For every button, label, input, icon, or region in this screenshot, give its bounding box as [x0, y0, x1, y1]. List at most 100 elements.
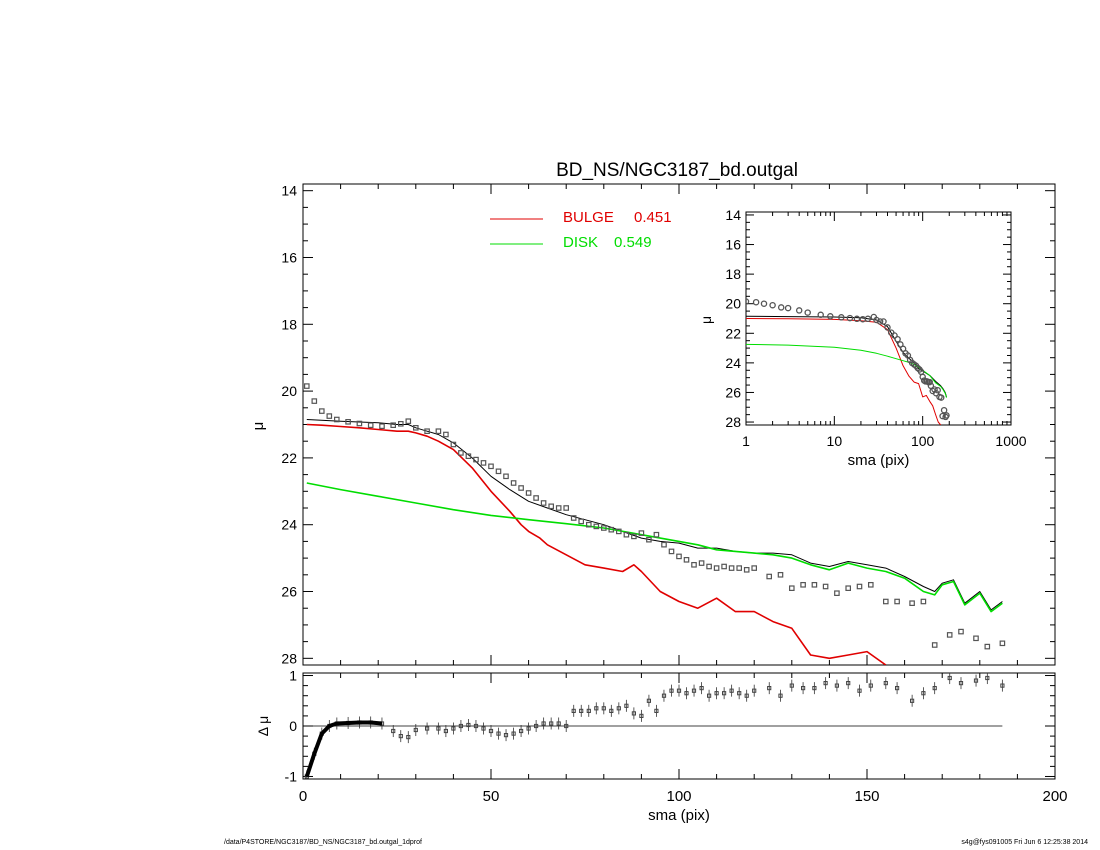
- data-point: [495, 468, 502, 475]
- residual-x-tick-label: 200: [1042, 788, 1067, 805]
- residual-point: [676, 688, 682, 693]
- data-point: [608, 526, 615, 533]
- residual-point: [496, 731, 501, 736]
- residual-point: [714, 691, 719, 696]
- data-point: [958, 628, 964, 635]
- residual-point: [473, 723, 479, 729]
- footer-file-path: /data/P4STORE/NGC3187/BD_NS/NGC3187_bd.o…: [224, 839, 422, 846]
- inset-plot: 14 16 18 20 22 24 26 281 10 100 1000 sma (pix) μ: [698, 207, 1027, 469]
- residual-point: [609, 708, 614, 713]
- residual-point: [921, 691, 926, 696]
- main-y-tick-label: 28: [281, 650, 297, 666]
- legend-disk-value: 0.549: [614, 234, 652, 251]
- data-point: [533, 495, 539, 501]
- inset-series-group: [746, 298, 950, 425]
- residual-point: [646, 698, 651, 703]
- inset-data-point: [880, 318, 887, 325]
- chart-title: BD_NS/NGC3187_bd.outgal: [556, 160, 798, 181]
- data-point: [668, 548, 675, 555]
- data-point: [638, 530, 645, 536]
- main-y-axis-label: μ: [250, 422, 267, 431]
- inset-data-point: [769, 301, 776, 309]
- residual-point: [707, 693, 712, 698]
- inset-data-point: [894, 335, 901, 343]
- residual-point: [594, 706, 599, 711]
- main-plot: 14 16 18 20 22 24 26 28 μ: [250, 183, 1056, 666]
- data-point: [721, 563, 727, 570]
- data-point: [623, 531, 630, 538]
- data-point: [450, 441, 457, 448]
- residual-point: [895, 686, 900, 691]
- residual-point: [398, 734, 403, 739]
- residual-y-tick-label: -1: [285, 768, 298, 784]
- inset-data-point: [760, 300, 768, 307]
- data-point: [777, 571, 784, 578]
- residual-point: [481, 726, 486, 731]
- inset-data-point: [884, 324, 891, 331]
- inset-data-point: [939, 412, 946, 420]
- data-point: [984, 643, 991, 650]
- main-series-group: [304, 383, 1006, 665]
- data-point: [920, 598, 927, 605]
- residual-x-tick-label: 100: [666, 788, 691, 805]
- data-point: [518, 485, 524, 491]
- data-point: [555, 505, 562, 511]
- residual-y-tick-label: 0: [289, 718, 297, 734]
- data-point: [743, 566, 750, 573]
- main-y-tick-label: 24: [281, 517, 297, 533]
- inset-y-axis-label: μ: [698, 316, 714, 324]
- inset-y-tick-label: 22: [725, 325, 741, 341]
- inset-data-point: [752, 298, 760, 306]
- inset-data-point: [940, 406, 948, 414]
- residual-point: [406, 735, 411, 740]
- inset-data-point: [934, 386, 941, 394]
- residual-point: [556, 721, 561, 726]
- inset-data-point: [795, 307, 803, 314]
- inset-x-tick-label: 1000: [995, 433, 1026, 449]
- inset-data-point: [827, 313, 834, 320]
- residual-point: [466, 722, 471, 728]
- residual-x-tick-label: 0: [299, 788, 307, 805]
- residual-point: [425, 726, 430, 731]
- data-point: [405, 418, 412, 425]
- data-point: [882, 598, 889, 605]
- residual-point: [958, 681, 964, 686]
- bulge-line: [306, 423, 887, 665]
- data-point: [894, 598, 900, 605]
- data-point: [909, 600, 915, 607]
- residual-point: [511, 731, 516, 736]
- residual-point: [744, 693, 749, 698]
- inset-data-point: [777, 304, 785, 311]
- residual-point: [564, 723, 569, 729]
- data-point: [480, 460, 487, 466]
- data-point: [540, 500, 547, 506]
- data-point: [356, 420, 363, 427]
- residual-point: [737, 691, 742, 696]
- residual-point: [488, 728, 494, 734]
- data-point: [435, 428, 442, 435]
- data-point: [345, 419, 351, 425]
- residual-point: [436, 726, 441, 731]
- data-point: [931, 642, 938, 648]
- inset-y-tick-label: 26: [725, 384, 741, 400]
- residual-point: [639, 713, 644, 718]
- legend-bulge-value: 0.451: [634, 209, 672, 226]
- data-point: [413, 425, 419, 431]
- data-point: [390, 422, 397, 429]
- residual-point: [883, 681, 888, 686]
- data-point: [646, 536, 652, 543]
- residual-point: [571, 708, 576, 713]
- inset-y-tick-label: 16: [725, 237, 741, 253]
- footer-timestamp: s4g@fys091005 Fri Jun 6 12:25:38 2014: [961, 839, 1088, 846]
- inset-data-point: [817, 311, 824, 319]
- data-point: [706, 563, 712, 570]
- residual-point: [691, 688, 697, 693]
- residual-point: [729, 688, 734, 693]
- inset-x-tick-label: 10: [827, 433, 843, 449]
- data-point: [946, 632, 953, 638]
- data-point: [973, 635, 979, 642]
- residual-point: [541, 721, 546, 726]
- residual-point: [579, 708, 584, 713]
- residual-point: [503, 733, 509, 738]
